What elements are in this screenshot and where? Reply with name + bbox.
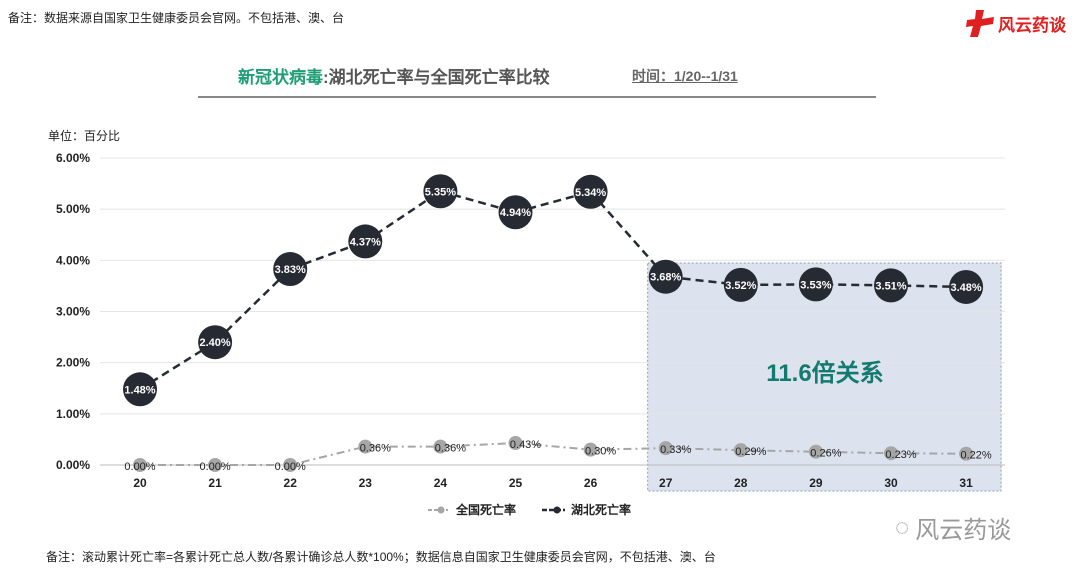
x-tick-label: 28 (734, 476, 748, 490)
y-tick-label: 2.00% (56, 356, 90, 370)
logo: 风云药谈 (964, 8, 1066, 38)
x-tick-label: 24 (434, 476, 448, 490)
data-label-hubei: 3.83% (275, 264, 306, 276)
x-tick-label: 21 (208, 476, 222, 490)
data-label-hubei: 3.51% (875, 280, 906, 292)
x-tick-label: 29 (809, 476, 823, 490)
data-point-national (733, 443, 748, 458)
legend-label-hubei: 湖北死亡率 (571, 502, 631, 517)
data-label-hubei: 2.40% (199, 337, 230, 349)
chart-title: 新冠状病毒:湖北死亡率与全国死亡率比较 (238, 63, 550, 88)
data-point-hubei (723, 267, 758, 302)
data-point-national (283, 458, 298, 472)
logo-text: 风云药谈 (998, 15, 1066, 35)
data-label-hubei: 3.52% (725, 280, 756, 292)
watermark: ◌ 风云药谈 (895, 510, 1011, 545)
data-point-national (133, 458, 147, 472)
title-divider (198, 96, 876, 98)
data-point-hubei (498, 195, 533, 230)
data-point-hubei (874, 268, 908, 303)
x-tick-label: 23 (359, 476, 373, 490)
data-point-hubei (123, 372, 157, 407)
y-tick-label: 1.00% (56, 407, 90, 421)
data-point-national (508, 435, 523, 450)
unit-label: 单位：百分比 (48, 129, 121, 143)
data-point-hubei (423, 174, 458, 209)
data-point-national (884, 446, 898, 461)
data-label-national: 0.29% (735, 446, 766, 458)
red-cross-logo-icon (966, 10, 994, 37)
wechat-icon: ◌ (895, 513, 910, 541)
data-label-hubei: 5.34% (575, 187, 606, 199)
data-label-national: 0.36% (360, 443, 391, 455)
data-point-national (358, 439, 373, 454)
data-label-national: 0.23% (885, 449, 916, 461)
annotation-text: 11.6倍关系 (766, 359, 883, 387)
data-label-national: 0.43% (510, 439, 541, 451)
data-label-national: 0.26% (810, 448, 841, 460)
data-point-national (959, 446, 974, 461)
data-point-hubei (798, 267, 833, 302)
data-label-hubei: 3.48% (950, 282, 981, 294)
data-label-hubei: 1.48% (124, 384, 155, 396)
x-tick-label: 20 (133, 476, 147, 490)
title-rest: :湖北死亡率与全国死亡率比较 (323, 68, 550, 87)
data-label-national: 0.33% (660, 444, 691, 456)
x-tick-label: 31 (959, 476, 973, 490)
data-label-national: 0.00% (199, 461, 230, 473)
data-label-national: 0.22% (960, 450, 991, 462)
legend-marker-national (437, 506, 445, 514)
y-tick-label: 4.00% (56, 253, 90, 267)
data-label-hubei: 5.35% (425, 186, 456, 198)
x-tick-label: 22 (284, 476, 298, 490)
title-green: 新冠状病毒 (238, 68, 323, 87)
time-range: 时间：1/20--1/31 (632, 68, 738, 84)
data-point-hubei (573, 174, 608, 209)
y-tick-label: 6.00% (56, 151, 90, 165)
y-tick-label: 3.00% (56, 305, 90, 319)
bottom-note: 备注：滚动累计死亡率=各累计死亡总人数/各累计确诊总人数*100%；数据信息自国… (46, 550, 716, 564)
x-tick-label: 25 (509, 476, 523, 490)
series-line-national (140, 441, 967, 466)
data-point-hubei (949, 269, 984, 304)
data-label-hubei: 3.68% (650, 272, 681, 284)
legend-marker-hubei (553, 506, 561, 514)
watermark-text: 风云药谈 (915, 517, 1012, 544)
data-label-hubei: 4.37% (350, 236, 381, 248)
data-label-national: 0.36% (435, 443, 466, 455)
y-tick-label: 0.00% (56, 458, 90, 472)
data-point-national (583, 442, 598, 457)
data-point-hubei (273, 252, 308, 287)
data-label-national: 0.30% (585, 446, 616, 458)
y-tick-label: 5.00% (56, 202, 90, 216)
data-label-national: 0.00% (275, 461, 306, 473)
data-point-national (658, 441, 673, 456)
x-tick-label: 27 (659, 476, 673, 490)
data-point-hubei (348, 224, 383, 259)
data-point-national (433, 439, 448, 454)
x-tick-label: 30 (884, 476, 898, 490)
top-note: 备注：数据来源自国家卫生健康委员会官网。不包括港、澳、台 (8, 11, 345, 25)
legend-label-national: 全国死亡率 (455, 502, 516, 517)
x-tick-label: 26 (584, 476, 598, 490)
data-point-national (808, 444, 823, 459)
data-point-hubei (198, 325, 233, 360)
data-point-hubei (648, 259, 683, 294)
data-label-hubei: 4.94% (500, 207, 531, 219)
data-label-hubei: 3.53% (800, 279, 831, 291)
data-point-national (208, 458, 223, 472)
data-label-national: 0.00% (124, 461, 155, 473)
